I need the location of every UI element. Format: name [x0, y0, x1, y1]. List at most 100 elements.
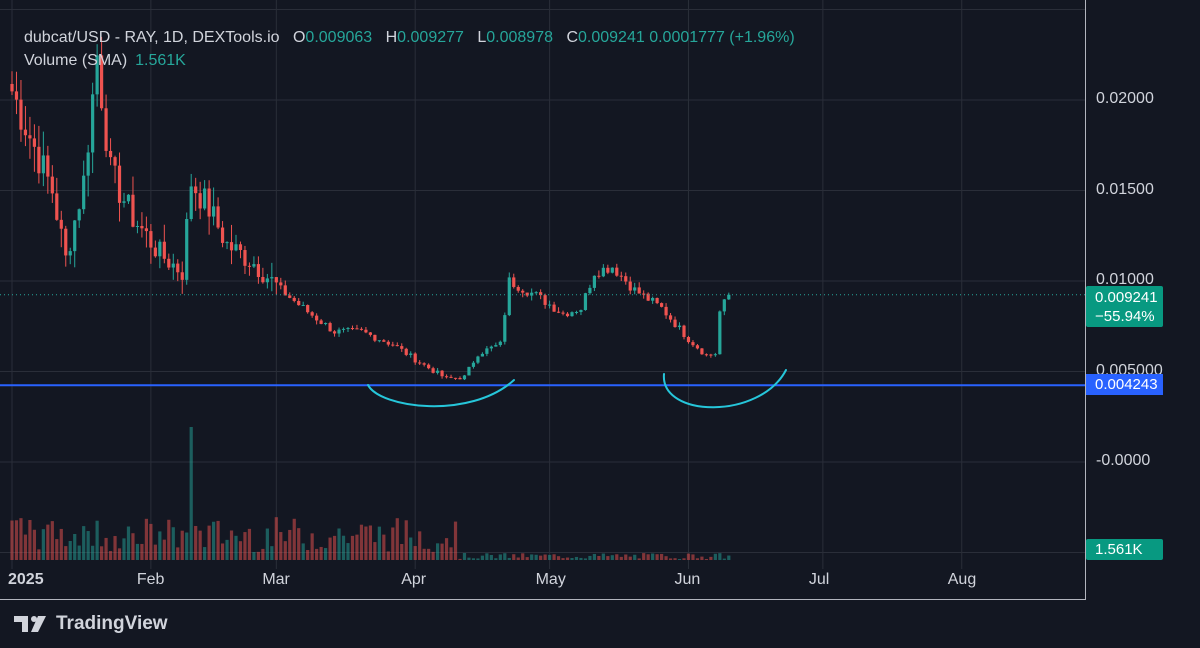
candle-body — [713, 354, 717, 356]
volume-bar — [220, 543, 225, 560]
candle-body — [207, 188, 211, 217]
volume-bar — [234, 535, 238, 560]
candle-body — [530, 292, 534, 296]
volume-bar — [337, 528, 341, 560]
candle-body — [288, 295, 292, 298]
volume-bar — [642, 553, 646, 560]
volume-bar — [86, 531, 90, 560]
volume-bar — [332, 535, 337, 560]
volume-bar — [565, 557, 570, 560]
volume-bar — [50, 521, 54, 560]
volume-bar — [108, 551, 113, 560]
candle-body — [19, 99, 23, 130]
close-value: 0.009241 — [578, 29, 645, 46]
volume-bar — [579, 557, 583, 560]
candle-body — [28, 135, 32, 139]
candles — [10, 36, 731, 381]
grid — [0, 0, 1086, 600]
volume-bar — [718, 553, 722, 560]
volume-bar — [597, 555, 601, 560]
volume-bar — [382, 534, 386, 560]
candle-body — [727, 294, 731, 300]
candle-body — [449, 376, 453, 378]
candle-body — [507, 277, 511, 316]
open-value: 0.009063 — [305, 29, 373, 46]
volume-bar — [324, 548, 328, 560]
candle-body — [122, 201, 126, 203]
volume-bar — [113, 536, 117, 560]
candle-body — [673, 319, 677, 328]
candle-body — [10, 83, 14, 92]
tradingview-logo[interactable]: TradingView — [14, 613, 168, 635]
candle-body — [655, 297, 659, 304]
volume-bar — [677, 558, 682, 560]
volume-bar — [144, 518, 148, 560]
volume-last-value: 1.561K — [1095, 541, 1143, 558]
candle-body — [503, 315, 507, 342]
volume-bar — [46, 524, 50, 560]
volume-bar — [315, 548, 319, 560]
candle-body — [695, 345, 700, 349]
volume-bar — [225, 539, 229, 560]
candle-body — [686, 337, 691, 343]
candle-body — [624, 276, 628, 282]
symbol-title[interactable]: dubcat/USD - RAY, 1D, DEXTools.io — [24, 29, 280, 46]
volume-bar — [319, 546, 323, 560]
volume-bar — [117, 548, 122, 560]
volume-bar — [359, 524, 364, 560]
candle-body — [252, 264, 256, 267]
horizontal-line-price-tag[interactable]: 0.004243 — [1086, 374, 1163, 395]
price-tick-label: -0.0000 — [1096, 452, 1151, 469]
last-change-pct: −55.94% — [1095, 308, 1155, 325]
volume-bar — [55, 539, 59, 560]
candle-body — [95, 55, 99, 95]
volume-bar — [368, 525, 372, 560]
volume-bar — [180, 530, 184, 560]
candle-body — [391, 344, 395, 346]
candle-body — [512, 277, 516, 287]
volume-bar — [583, 558, 588, 560]
volume-bar — [149, 523, 153, 560]
candle-body — [297, 300, 301, 306]
volume-bar — [480, 555, 484, 560]
volume-bar — [229, 530, 234, 560]
candle-body — [651, 297, 655, 301]
volume-bar — [404, 520, 408, 560]
volume-bar — [436, 543, 440, 560]
candle-body — [543, 295, 547, 305]
candle-body — [462, 375, 467, 380]
candle-body — [37, 146, 41, 174]
candle-body — [332, 331, 337, 334]
candle-body — [592, 275, 596, 288]
candle-body — [485, 348, 489, 354]
volume-bar — [449, 547, 453, 560]
candle-body — [167, 258, 171, 268]
volume-bar — [279, 532, 283, 560]
volume-bar — [185, 532, 189, 560]
candle-body — [337, 329, 341, 334]
candle-body — [23, 129, 28, 136]
candle-body — [444, 376, 449, 378]
volume-bar — [561, 558, 565, 560]
volume-bar — [409, 537, 413, 560]
candle-body — [279, 282, 283, 286]
volume-bar — [135, 543, 140, 560]
close-label: C — [566, 29, 579, 46]
volume-bar — [673, 558, 677, 560]
candle-body — [135, 225, 140, 227]
volume-bar — [198, 530, 202, 560]
volume-bars — [10, 427, 731, 560]
volume-bar — [660, 553, 664, 560]
low-label: L — [477, 29, 487, 46]
candle-body — [677, 325, 682, 328]
volume-bar — [364, 526, 368, 560]
volume-label[interactable]: Volume (SMA) — [24, 52, 128, 69]
volume-bar — [601, 553, 605, 560]
candle-body — [525, 292, 529, 296]
volume-bar — [431, 551, 435, 560]
candle-body — [86, 152, 90, 176]
candle-body — [315, 315, 319, 321]
volume-bar — [64, 546, 68, 560]
volume-bar — [297, 528, 301, 560]
